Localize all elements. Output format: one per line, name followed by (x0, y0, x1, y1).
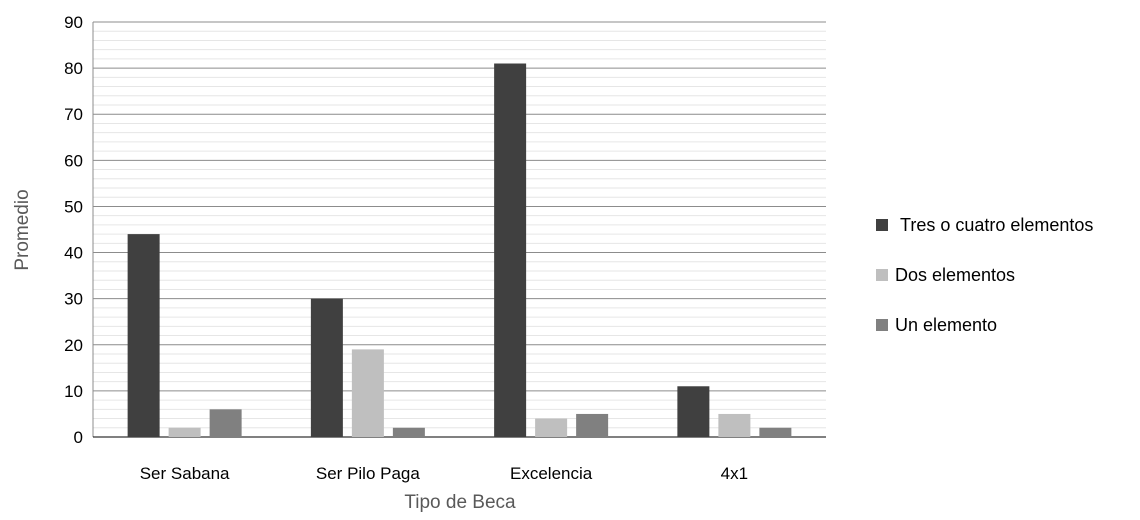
y-tick-label: 30 (64, 290, 83, 309)
x-tick-label: Ser Pilo Paga (316, 464, 420, 483)
bar (494, 63, 527, 437)
bar (535, 418, 568, 437)
legend-swatch (876, 219, 888, 231)
legend-swatch (876, 269, 888, 281)
legend: Tres o cuatro elementos Dos elementos Un e… (876, 215, 1093, 335)
legend-label: Dos elementos (895, 265, 1015, 285)
y-tick-label: 40 (64, 244, 83, 263)
y-axis-title: Promedio (12, 189, 33, 270)
bar (576, 413, 609, 437)
bar (351, 349, 384, 437)
legend-swatch (876, 319, 888, 331)
gridlines (92, 21, 826, 438)
x-tick-label: Ser Sabana (140, 464, 230, 483)
y-tick-label: 60 (64, 151, 83, 170)
bars (127, 63, 792, 437)
bar (677, 386, 710, 437)
bar (718, 413, 751, 437)
y-tick-labels: 0 10 20 30 40 50 60 70 80 90 (64, 13, 83, 447)
legend-label: Un elemento (895, 315, 997, 335)
y-tick-label: 80 (64, 59, 83, 78)
x-axis-title: Tipo de Beca (404, 492, 516, 513)
bar (392, 427, 425, 437)
y-tick-label: 0 (74, 428, 83, 447)
legend-label: Tres o cuatro elementos (900, 215, 1093, 235)
y-tick-label: 50 (64, 197, 83, 216)
y-tick-label: 90 (64, 13, 83, 32)
y-tick-label: 20 (64, 336, 83, 355)
y-tick-label: 10 (64, 382, 83, 401)
bar (209, 409, 242, 437)
y-tick-label: 70 (64, 105, 83, 124)
bar (127, 234, 160, 437)
x-tick-label: Excelencia (510, 464, 593, 483)
bar (310, 298, 343, 437)
x-tick-labels: Ser Sabana Ser Pilo Paga Excelencia 4x1 (140, 464, 748, 483)
bar (168, 427, 201, 437)
bar (759, 427, 792, 437)
x-tick-label: 4x1 (721, 464, 748, 483)
